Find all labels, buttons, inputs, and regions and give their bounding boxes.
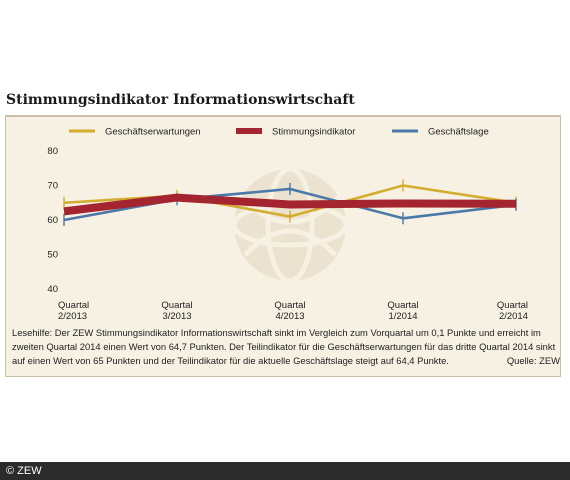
y-tick-label: 40: [47, 284, 58, 295]
x-tick-label: Quartal 1/2014: [387, 300, 418, 322]
series-line: [63, 193, 517, 216]
y-tick-label: 80: [47, 146, 58, 157]
legend-label: Geschäftslage: [428, 127, 489, 138]
x-tick-label: Quartal 4/2013: [274, 300, 305, 322]
chart-caption: Lesehilfe: Der ZEW Stimmungsindikator In…: [12, 327, 556, 367]
x-tick-label: Quartal 2/2013: [58, 300, 89, 322]
copyright-footer: © ZEW: [0, 462, 570, 480]
legend-label: Stimmungsindikator: [272, 127, 355, 138]
y-tick-label: 70: [47, 181, 58, 192]
legend-label: Geschäftserwartungen: [105, 127, 201, 138]
x-tick-label: Quartal 3/2013: [161, 300, 192, 322]
y-tick-label: 50: [47, 250, 58, 261]
line-chart: 40 50 60 70 80 Quartal 2/2013 Quartal 3/2013 Quar…: [47, 127, 528, 323]
chart-title: Stimmungsindikator Informationswirtschaf…: [6, 92, 355, 108]
x-tick-label: Quartal 2/2014: [497, 300, 528, 322]
chart-source: Quelle: ZEW: [506, 355, 560, 366]
y-tick-label: 60: [47, 215, 58, 226]
